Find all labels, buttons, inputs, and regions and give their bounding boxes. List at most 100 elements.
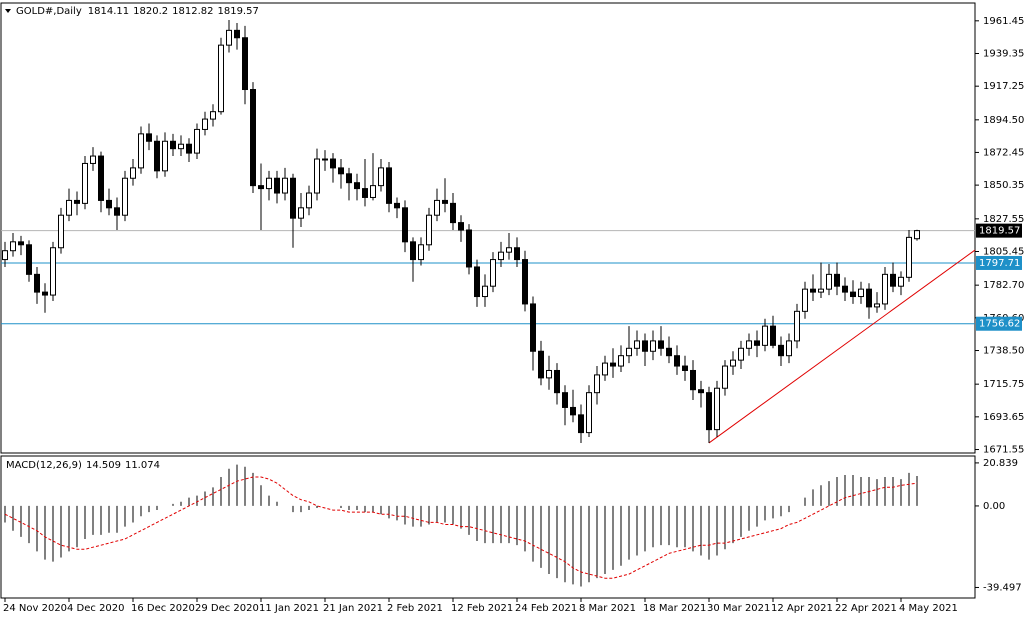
open-value: 1814.11 [88, 6, 129, 17]
candle-body [282, 177, 288, 194]
candle-body [2, 250, 8, 261]
candle-body [314, 158, 320, 194]
level-label: 1797.71 [979, 258, 1020, 269]
x-tick-label: 12 Apr 2021 [771, 603, 833, 614]
candle-body [218, 44, 224, 113]
signal-line [4, 476, 918, 579]
candle-body [154, 140, 160, 172]
candle-body [666, 347, 672, 357]
candle-body [850, 291, 856, 298]
candle-body [386, 167, 392, 204]
candle-body [474, 266, 480, 298]
candle-body [442, 199, 448, 204]
x-tick-label: 30 Mar 2021 [707, 603, 770, 614]
close-value: 1819.57 [217, 6, 258, 17]
y-tick-label: 20.839 [983, 458, 1018, 469]
candle-body [882, 273, 888, 305]
candle-body [490, 259, 496, 287]
candle-body [770, 325, 776, 346]
candle-body [450, 202, 456, 224]
candle-body [674, 355, 680, 367]
candle-body [738, 347, 744, 361]
candle-body [250, 89, 256, 187]
chart-header: GOLD#,Daily 1814.11 1820.2 1812.82 1819.57 [16, 6, 259, 17]
y-tick-label: 1671.55 [983, 445, 1024, 456]
trendline [708, 249, 976, 444]
current-price-label: 1819.57 [979, 226, 1020, 237]
candle-body [274, 177, 280, 194]
y-tick-label: 1961.45 [983, 16, 1024, 27]
candle-body [802, 288, 808, 312]
candle-body [98, 155, 104, 201]
x-tick-label: 22 Apr 2021 [835, 603, 897, 614]
candle-body [362, 188, 368, 198]
candle-body [58, 214, 64, 249]
candle-body [418, 244, 424, 261]
candle-body [90, 155, 96, 164]
candle-body [34, 273, 40, 293]
candle-body [890, 273, 896, 287]
candle-body [626, 347, 632, 357]
level-label-box [976, 255, 1022, 270]
candle-body [210, 111, 216, 120]
candle-body [178, 143, 184, 150]
candle-body [722, 365, 728, 389]
candle-body [194, 128, 200, 154]
low-value: 1812.82 [172, 6, 213, 17]
candle-body [394, 202, 400, 209]
candle-body [578, 414, 584, 434]
x-tick-label: 18 Mar 2021 [643, 603, 706, 614]
candle-body [434, 199, 440, 216]
candle-body [458, 222, 464, 231]
x-tick-label: 21 Jan 2021 [323, 603, 383, 614]
candle-body [498, 251, 504, 261]
candle-body [866, 288, 872, 308]
y-tick-label: 0.00 [983, 501, 1005, 512]
candle-body [66, 199, 72, 216]
candle-body [82, 162, 88, 204]
candle-body [610, 362, 616, 367]
candle-body [898, 276, 904, 287]
candle-body [426, 214, 432, 246]
y-tick-label: 1872.45 [983, 147, 1024, 158]
candle-body [122, 177, 128, 216]
candle-body [74, 199, 80, 204]
candle-body [298, 207, 304, 219]
candle-body [146, 133, 152, 142]
candle-body [594, 374, 600, 394]
candle-body [466, 229, 472, 268]
current-price-box [976, 223, 1022, 238]
candle-body [42, 291, 48, 296]
candle-body [18, 241, 24, 246]
candle-body [554, 369, 560, 394]
candle-body [730, 359, 736, 367]
candle-body [786, 340, 792, 357]
x-tick-label: 4 May 2021 [899, 603, 958, 614]
candle-body [170, 140, 176, 150]
candle-body [538, 350, 544, 379]
candle-body [306, 192, 312, 209]
y-tick-label: 1782.70 [983, 280, 1024, 291]
chart-title: GOLD#,Daily [16, 6, 82, 17]
x-tick-label: 11 Jan 2021 [259, 603, 319, 614]
macd-value: 14.509 [86, 460, 121, 471]
x-tick-label: 4 Dec 2020 [67, 603, 125, 614]
y-tick-label: 1917.25 [983, 81, 1024, 92]
candle-body [226, 29, 232, 46]
candle-body [514, 247, 520, 261]
candle-body [874, 303, 880, 308]
macd-panel [0, 455, 976, 599]
candle-body [202, 118, 208, 130]
y-tick-label: 1805.45 [983, 247, 1024, 258]
candle-body [618, 355, 624, 367]
candle-body [658, 340, 664, 349]
candle-body [914, 230, 920, 240]
y-tick-label: 1693.65 [983, 412, 1024, 423]
candle-body [234, 29, 240, 39]
candle-body [778, 344, 784, 357]
menu-arrow[interactable] [5, 9, 11, 13]
candle-body [346, 173, 352, 184]
x-tick-label: 29 Dec 2020 [195, 603, 259, 614]
x-tick-label: 24 Feb 2021 [515, 603, 577, 614]
candle-body [762, 325, 768, 346]
